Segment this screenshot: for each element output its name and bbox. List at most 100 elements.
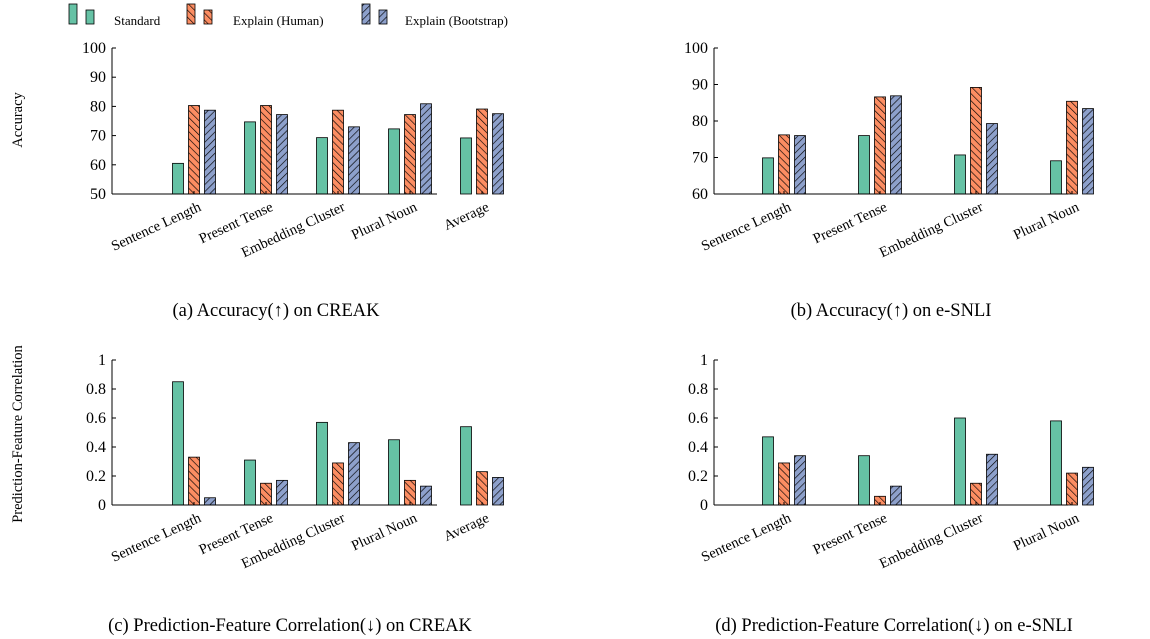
y-tick-label: 70: [692, 150, 708, 167]
bar-standard: [388, 128, 400, 195]
legend-swatch-bootstrap: [378, 9, 388, 25]
bar-standard: [172, 381, 184, 506]
legend: Standard Explain (Human) Explain (Bootst…: [68, 3, 508, 28]
bar-human: [970, 87, 982, 195]
bar-human: [188, 105, 200, 195]
y-tick-label: 80: [90, 98, 106, 115]
x-tick-label: Sentence Length: [699, 510, 794, 566]
bar-bootstrap: [204, 497, 216, 506]
bar-standard: [460, 137, 472, 195]
x-tick-label: Average: [441, 199, 491, 234]
bar-standard: [244, 121, 256, 195]
bar-standard: [244, 459, 256, 506]
bar-bootstrap: [492, 113, 504, 195]
legend-swatch-standard: [68, 3, 78, 25]
x-tick-label: Sentence Length: [109, 199, 204, 255]
y-tick-label: 90: [90, 69, 106, 86]
y-tick-label: 1: [98, 352, 106, 369]
bar-standard: [1050, 420, 1062, 506]
x-tick-label: Sentence Length: [109, 510, 204, 566]
bar-human: [1066, 100, 1078, 195]
legend-label-standard: Standard: [114, 13, 161, 28]
bar-bootstrap: [492, 477, 504, 506]
bar-standard: [388, 439, 400, 506]
x-tick-label: Present Tense: [811, 510, 890, 558]
bar-human: [778, 462, 790, 506]
legend-item-human: Explain (Human): [186, 3, 324, 28]
y-axis-label-accuracy: Accuracy: [10, 91, 26, 147]
y-tick-label: 100: [684, 40, 708, 57]
x-tick-label: Plural Noun: [349, 510, 420, 555]
y-tick-label: 60: [90, 157, 106, 174]
legend-label-human: Explain (Human): [233, 13, 324, 28]
y-tick-label: 0.8: [688, 381, 708, 398]
bar-bootstrap: [1082, 466, 1094, 506]
y-tick-label: 0.4: [688, 439, 708, 456]
bar-bootstrap: [1082, 108, 1094, 195]
x-tick-label: Present Tense: [811, 199, 890, 247]
bar-human: [476, 471, 488, 506]
bar-standard: [316, 137, 328, 195]
bar-standard: [1050, 160, 1062, 195]
y-tick-label: 0: [700, 497, 708, 514]
y-tick-label: 100: [82, 40, 106, 57]
caption-c: (c) Prediction-Feature Correlation(↓) on…: [108, 616, 472, 636]
x-tick-label: Average: [441, 510, 491, 545]
y-axis-label-correlation: Prediction-Feature Correlation: [10, 344, 26, 522]
bar-bootstrap: [276, 479, 288, 506]
bar-standard: [762, 436, 774, 506]
bar-human: [1066, 472, 1078, 506]
x-tick-label: Embedding Cluster: [877, 199, 986, 261]
x-tick-label: Sentence Length: [699, 199, 794, 255]
legend-item-standard: Standard: [68, 3, 161, 28]
caption-b: (b) Accuracy(↑) on e-SNLI: [791, 301, 992, 321]
chart-panel-d: 0 0.2 0.4 0.6 0.8 1 Sentence Length Present Ten…: [688, 352, 1094, 572]
y-tick-label: 0.2: [86, 468, 106, 485]
y-tick-label: 70: [90, 128, 106, 145]
bar-human: [260, 482, 272, 506]
bar-bootstrap: [348, 126, 360, 195]
x-tick-label: Plural Noun: [1011, 199, 1082, 244]
bar-standard: [954, 417, 966, 506]
bar-bootstrap: [420, 485, 432, 506]
bar-bootstrap: [204, 109, 216, 195]
y-tick-label: 0.8: [86, 381, 106, 398]
bar-bootstrap: [348, 442, 360, 506]
bar-bootstrap: [890, 485, 902, 506]
legend-swatch-human: [203, 9, 213, 25]
bar-bootstrap: [986, 123, 998, 195]
legend-swatch-standard: [85, 9, 95, 25]
y-tick-label: 0.2: [688, 468, 708, 485]
y-tick-label: 80: [692, 113, 708, 130]
bar-bootstrap: [794, 455, 806, 506]
bar-standard: [316, 421, 328, 506]
legend-swatch-human: [186, 3, 196, 25]
bar-standard: [858, 455, 870, 506]
bar-bootstrap: [276, 114, 288, 195]
legend-item-bootstrap: Explain (Bootstrap): [361, 3, 508, 28]
y-tick-label: 0.6: [86, 410, 106, 427]
bar-bootstrap: [794, 135, 806, 195]
bar-human: [332, 109, 344, 195]
bar-human: [404, 479, 416, 506]
bar-bootstrap: [420, 103, 432, 195]
x-tick-label: Embedding Cluster: [877, 510, 986, 572]
bar-human: [476, 108, 488, 195]
bar-standard: [762, 157, 774, 195]
y-tick-label: 60: [692, 186, 708, 203]
bar-standard: [172, 162, 184, 195]
caption-d: (d) Prediction-Feature Correlation(↓) on…: [715, 616, 1073, 636]
bar-standard: [954, 154, 966, 195]
y-tick-label: 50: [90, 186, 106, 203]
bar-standard: [858, 135, 870, 195]
bar-human: [332, 462, 344, 506]
legend-label-bootstrap: Explain (Bootstrap): [405, 13, 508, 28]
bar-human: [260, 105, 272, 195]
bar-bootstrap: [986, 453, 998, 506]
x-tick-label: Plural Noun: [1011, 510, 1082, 555]
bar-human: [970, 482, 982, 506]
bar-standard: [460, 426, 472, 506]
y-tick-label: 90: [692, 77, 708, 94]
